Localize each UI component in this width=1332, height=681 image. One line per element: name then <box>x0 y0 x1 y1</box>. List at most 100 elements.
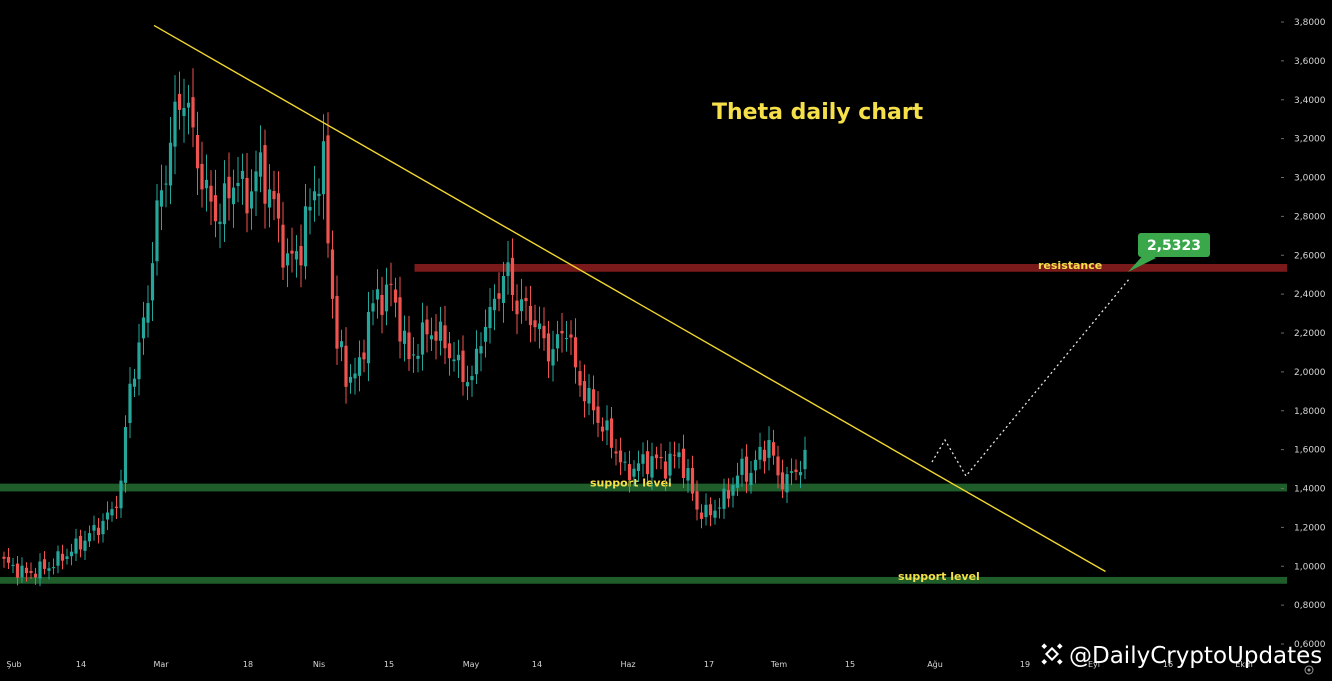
candle-body <box>69 551 74 557</box>
candle-body <box>668 453 672 476</box>
candle-body <box>33 573 38 578</box>
candle <box>479 332 483 372</box>
candle-body <box>339 341 344 348</box>
candles-layer <box>2 68 807 587</box>
x-tick-label: Eyl <box>1088 660 1100 669</box>
candle <box>605 405 609 446</box>
candle-body <box>249 191 254 209</box>
candle-body <box>146 303 150 323</box>
candle-body <box>501 275 506 303</box>
support-zone-1 <box>0 483 1287 492</box>
candle-body <box>555 334 560 349</box>
x-tick-label: Ekm <box>1235 660 1253 669</box>
candle-body <box>618 450 623 463</box>
candle-body <box>348 376 353 383</box>
x-tick-label: Mar <box>153 660 169 669</box>
candle <box>425 305 429 353</box>
candle <box>74 528 78 561</box>
candle <box>663 450 668 492</box>
candle-body <box>479 346 483 354</box>
candle <box>312 165 317 222</box>
candle <box>740 448 744 487</box>
target-box <box>1138 233 1210 257</box>
candle-body <box>303 206 308 267</box>
candle-body <box>659 456 663 459</box>
candle-body <box>573 337 578 368</box>
candle <box>276 171 281 243</box>
candle <box>42 551 47 575</box>
candle-body <box>74 538 78 554</box>
candle <box>110 501 114 522</box>
candle <box>105 501 110 531</box>
resistance-label: resistance <box>1038 259 1102 272</box>
y-tick-label: 2,2000 <box>1294 329 1326 339</box>
support-label-2: support level <box>898 570 980 583</box>
candle <box>524 286 528 321</box>
candle-body <box>380 294 384 315</box>
candle <box>371 289 375 326</box>
candle-body <box>461 350 465 382</box>
candle <box>92 515 96 541</box>
support-zone-2 <box>0 576 1287 584</box>
candle <box>141 301 146 355</box>
candle <box>641 442 645 477</box>
candle-body <box>645 451 650 475</box>
candle-body <box>389 283 393 285</box>
candle <box>488 288 492 344</box>
candle-body <box>6 556 11 563</box>
candle <box>632 460 636 487</box>
candle-body <box>587 387 591 404</box>
candle-body <box>384 284 389 312</box>
axes-layer: 0,6000 0,8000 1,0000 1,2000 1,4000 1,6000 1,80… <box>6 18 1325 669</box>
candle-body <box>60 553 65 561</box>
candle <box>627 450 632 493</box>
candle-body <box>713 510 717 518</box>
candle <box>155 183 159 276</box>
candle-body <box>776 456 780 476</box>
candle <box>803 436 807 480</box>
candle <box>146 285 150 338</box>
candle <box>798 460 803 489</box>
candle-body <box>83 540 87 551</box>
candle <box>578 360 582 397</box>
y-tick-label: 0,6000 <box>1294 640 1326 650</box>
y-tick-label: 2,4000 <box>1294 290 1326 300</box>
candle <box>506 241 510 295</box>
candle <box>758 432 762 470</box>
candle-body <box>375 289 380 300</box>
x-tick-label: 14 <box>76 660 86 669</box>
candle <box>618 437 623 476</box>
candle-body <box>128 383 132 424</box>
candle-body <box>51 567 56 569</box>
candle <box>587 374 591 416</box>
candle-body <box>231 187 236 205</box>
candle-body <box>371 303 375 312</box>
y-tick-label: 1,2000 <box>1294 523 1326 533</box>
candle-body <box>209 185 213 202</box>
candle-body <box>119 480 123 509</box>
candle-body <box>465 382 470 387</box>
candle-body <box>641 454 645 464</box>
candle-body <box>767 440 771 458</box>
candle-body <box>344 345 348 387</box>
candle <box>87 525 92 547</box>
candle-body <box>164 183 168 185</box>
candle <box>654 446 659 470</box>
axis-settings-icon[interactable] <box>1304 665 1314 675</box>
candle-body <box>731 484 735 496</box>
candle-body <box>470 376 474 381</box>
candle-body <box>578 371 582 386</box>
candle-body <box>20 565 24 578</box>
x-tick-label: Ağu <box>927 660 943 669</box>
candle <box>263 129 267 229</box>
candle <box>330 230 335 319</box>
candle <box>546 320 551 379</box>
candle <box>150 241 155 322</box>
candle <box>501 261 506 323</box>
candle-body <box>519 299 524 312</box>
candle <box>218 203 222 249</box>
candle-body <box>110 509 114 516</box>
candle <box>375 269 380 319</box>
candle <box>470 365 474 397</box>
